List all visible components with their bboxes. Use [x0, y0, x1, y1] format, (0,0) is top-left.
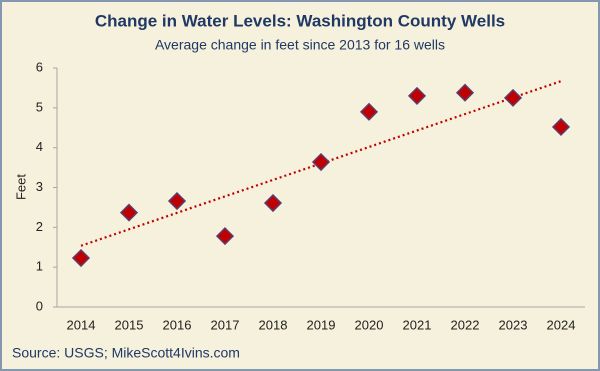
- x-tick-label: 2015: [115, 317, 144, 332]
- chart-title: Change in Water Levels: Washington Count…: [95, 11, 505, 30]
- data-point: [167, 191, 187, 211]
- x-tick-label: 2022: [451, 317, 480, 332]
- source-note: Source: USGS; MikeScott4Ivins.com: [12, 345, 240, 361]
- chart-subtitle: Average change in feet since 2013 for 16…: [155, 37, 445, 53]
- data-point: [551, 117, 571, 137]
- data-point: [119, 203, 139, 222]
- y-axis-label: Feet: [13, 174, 28, 200]
- x-tick-label: 2023: [499, 317, 528, 332]
- x-tick-label: 2017: [211, 317, 240, 332]
- x-tick-label: 2024: [547, 317, 576, 332]
- x-tick-label: 2014: [67, 317, 96, 332]
- x-tick-label: 2020: [355, 317, 384, 332]
- data-point: [407, 86, 427, 105]
- data-point: [311, 152, 331, 172]
- data-point: [263, 193, 283, 213]
- y-tick-label: 2: [36, 219, 43, 234]
- y-tick-label: 0: [36, 298, 43, 313]
- data-point: [503, 88, 523, 107]
- data-point: [455, 83, 475, 102]
- x-tick-label: 2016: [163, 317, 192, 332]
- y-tick-label: 1: [36, 259, 43, 274]
- x-tick-label: 2021: [403, 317, 432, 332]
- data-point: [359, 102, 379, 121]
- y-tick-label: 3: [36, 179, 43, 194]
- y-tick-label: 6: [36, 59, 43, 74]
- x-tick-label: 2019: [307, 317, 336, 332]
- x-tick-label: 2018: [259, 317, 288, 332]
- y-tick-label: 5: [36, 99, 43, 114]
- data-point: [215, 227, 235, 246]
- y-tick-label: 4: [36, 139, 43, 154]
- data-point: [71, 248, 91, 268]
